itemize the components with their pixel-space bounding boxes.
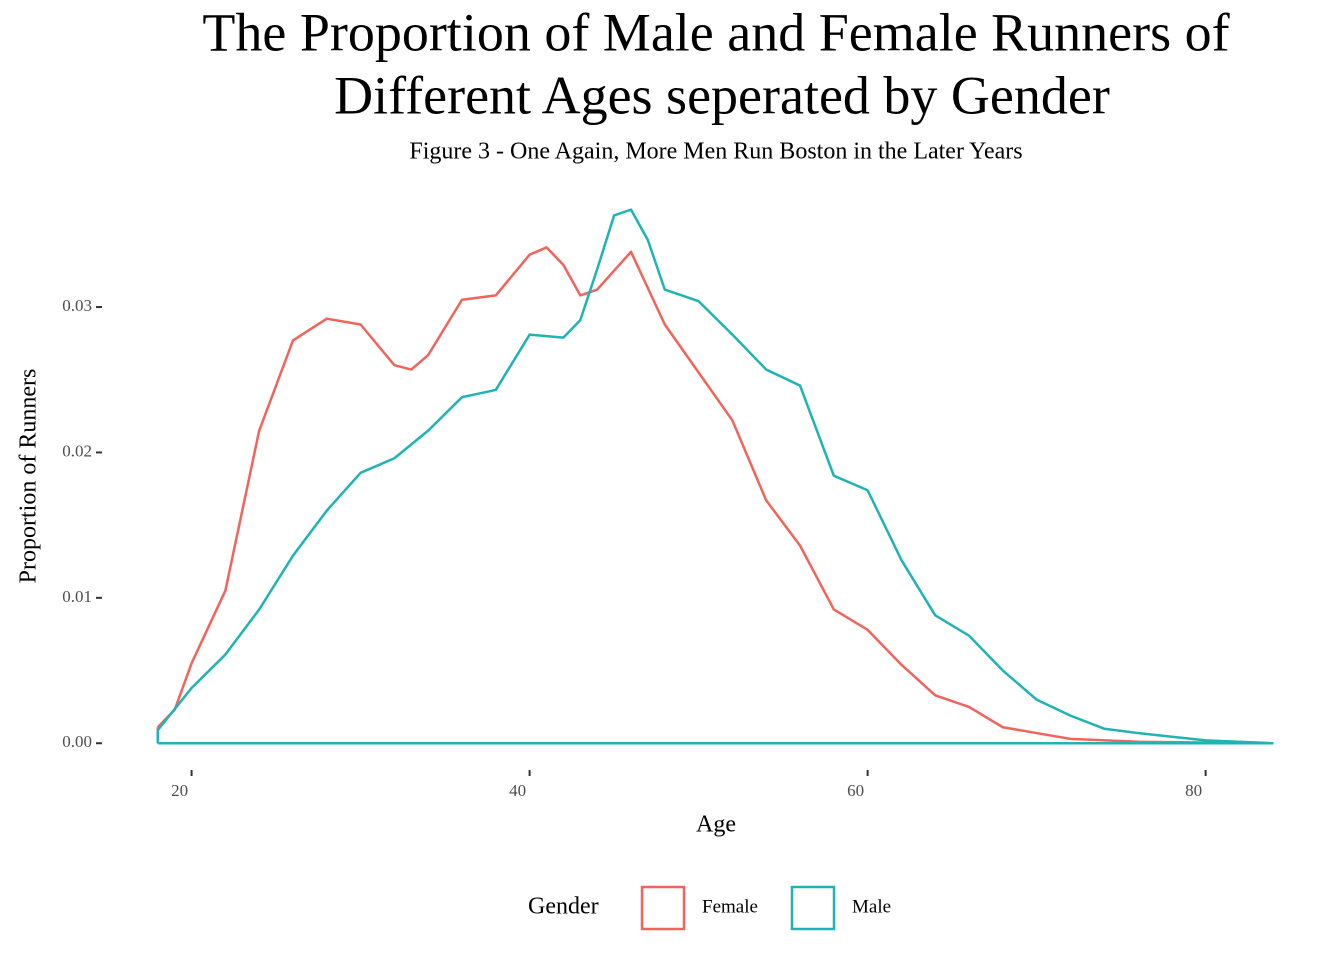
legend-label: Female: [702, 896, 758, 917]
legend-key: [640, 885, 686, 931]
x-tick-label: 80: [1185, 781, 1202, 800]
legend-label: Male: [852, 896, 891, 917]
y-tick-label: 0.02: [62, 441, 92, 460]
chart-subtitle: Figure 3 - One Again, More Men Run Bosto…: [409, 139, 1022, 165]
y-axis-label: Proportion of Runners: [16, 369, 42, 584]
y-tick-label: 0.01: [62, 587, 92, 606]
chart-title: The Proportion of Male and Female Runner…: [202, 2, 1229, 62]
baseline-closure: [156, 730, 1274, 745]
y-tick-label: 0.03: [62, 296, 92, 315]
x-tick-label: 60: [847, 781, 864, 800]
density-line: [156, 246, 1274, 745]
y-tick-label: 0.00: [62, 732, 92, 751]
x-tick-label: 40: [509, 781, 526, 800]
legend-title: Gender: [528, 894, 599, 920]
chart-title: Different Ages seperated by Gender: [334, 65, 1110, 125]
legend-key: [790, 885, 836, 931]
density-line: [156, 208, 1274, 745]
x-axis-label: Age: [696, 812, 736, 838]
x-tick-label: 20: [171, 781, 188, 800]
